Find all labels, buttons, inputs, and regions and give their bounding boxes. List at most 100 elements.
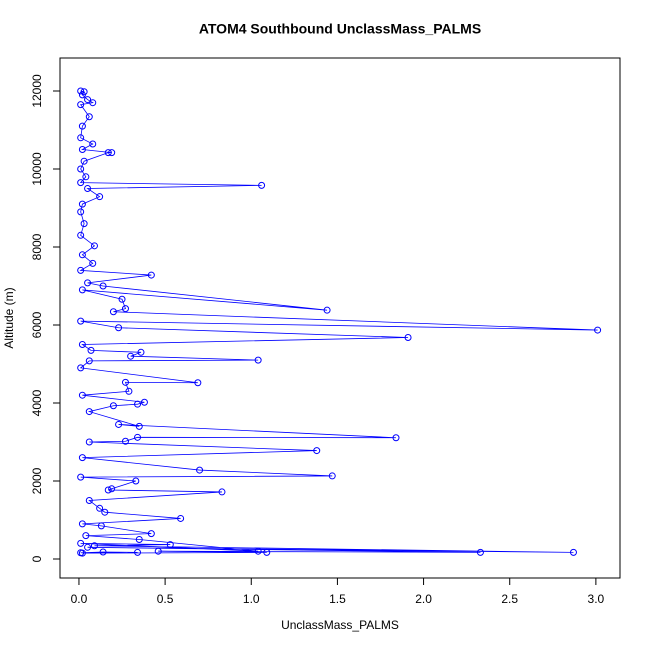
y-tick-label: 6000 [30, 311, 44, 338]
series-line [79, 90, 598, 554]
data-point [77, 539, 85, 547]
data-point [77, 208, 85, 216]
y-tick-label: 8000 [30, 233, 44, 260]
data-point [134, 433, 142, 441]
data-point [194, 379, 202, 387]
data-point [154, 547, 162, 555]
x-tick-label: 1.5 [329, 592, 346, 606]
plot-box [59, 57, 621, 579]
data-point [140, 398, 148, 406]
x-axis-label: UnclassMass_PALMS [281, 618, 399, 632]
y-tick-label: 0 [30, 555, 44, 562]
data-point [85, 113, 93, 121]
data-point [77, 473, 85, 481]
data-point [108, 149, 116, 157]
data-point [78, 251, 86, 259]
data-point [263, 548, 271, 556]
data-point [115, 324, 123, 332]
data-point [77, 364, 85, 372]
data-point [78, 341, 86, 349]
data-point [313, 447, 321, 455]
data-point [78, 286, 86, 294]
x-tick-label: 0.0 [71, 592, 88, 606]
x-tick-label: 1.0 [243, 592, 260, 606]
y-tick-label: 12000 [30, 74, 44, 108]
data-point [90, 542, 98, 550]
data-point [78, 145, 86, 153]
data-point [77, 231, 85, 239]
data-point [89, 259, 97, 267]
data-point [77, 317, 85, 325]
data-point [99, 548, 107, 556]
x-tick-label: 3.0 [588, 592, 605, 606]
data-point [121, 437, 129, 445]
data-point [77, 101, 85, 109]
data-point [77, 179, 85, 187]
data-point [77, 266, 85, 274]
data-point [89, 140, 97, 148]
data-point [104, 486, 112, 494]
data-point [84, 96, 92, 104]
data-point [218, 488, 226, 496]
data-point [84, 543, 92, 551]
data-point [80, 157, 88, 165]
data-point [254, 547, 262, 555]
data-point [109, 308, 117, 316]
data-point [121, 378, 129, 386]
data-point [328, 472, 336, 480]
x-tick-label: 0.5 [157, 592, 174, 606]
data-point [89, 99, 97, 107]
data-point [404, 333, 412, 341]
data-point [118, 295, 126, 303]
data-point [392, 434, 400, 442]
data-point [78, 454, 86, 462]
data-point [85, 357, 93, 365]
y-tick-label: 4000 [30, 389, 44, 416]
data-point [115, 420, 123, 428]
data-point [77, 134, 85, 142]
data-point [166, 541, 174, 549]
data-point [134, 400, 142, 408]
data-point [84, 279, 92, 287]
data-point [82, 173, 90, 181]
data-point [99, 282, 107, 290]
data-point [87, 346, 95, 354]
data-point [85, 438, 93, 446]
data-point [77, 549, 85, 557]
data-point [135, 422, 143, 430]
data-point [101, 508, 109, 516]
data-point [109, 402, 117, 410]
data-point [147, 530, 155, 538]
data-point [323, 306, 331, 314]
data-point [127, 352, 135, 360]
data-point [121, 305, 129, 313]
data-point [258, 181, 266, 189]
data-point [137, 348, 145, 356]
data-point [476, 548, 484, 556]
data-point [177, 514, 185, 522]
data-point [134, 548, 142, 556]
data-point [85, 497, 93, 505]
data-point [77, 87, 85, 95]
data-point [104, 149, 112, 157]
data-point [78, 391, 86, 399]
y-axis-label: Altitude (m) [2, 287, 16, 348]
data-point [96, 504, 104, 512]
data-point [78, 91, 86, 99]
data-point [78, 200, 86, 208]
data-point [135, 536, 143, 544]
data-point [97, 522, 105, 530]
data-point [78, 520, 86, 528]
data-point [594, 326, 602, 334]
data-point [82, 532, 90, 540]
data-point [78, 122, 86, 130]
data-point [254, 356, 262, 364]
data-point [90, 242, 98, 250]
data-point [569, 548, 577, 556]
data-point [77, 165, 85, 173]
y-tick-label: 10000 [30, 152, 44, 186]
x-tick-label: 2.0 [415, 592, 432, 606]
y-tick-label: 2000 [30, 467, 44, 494]
